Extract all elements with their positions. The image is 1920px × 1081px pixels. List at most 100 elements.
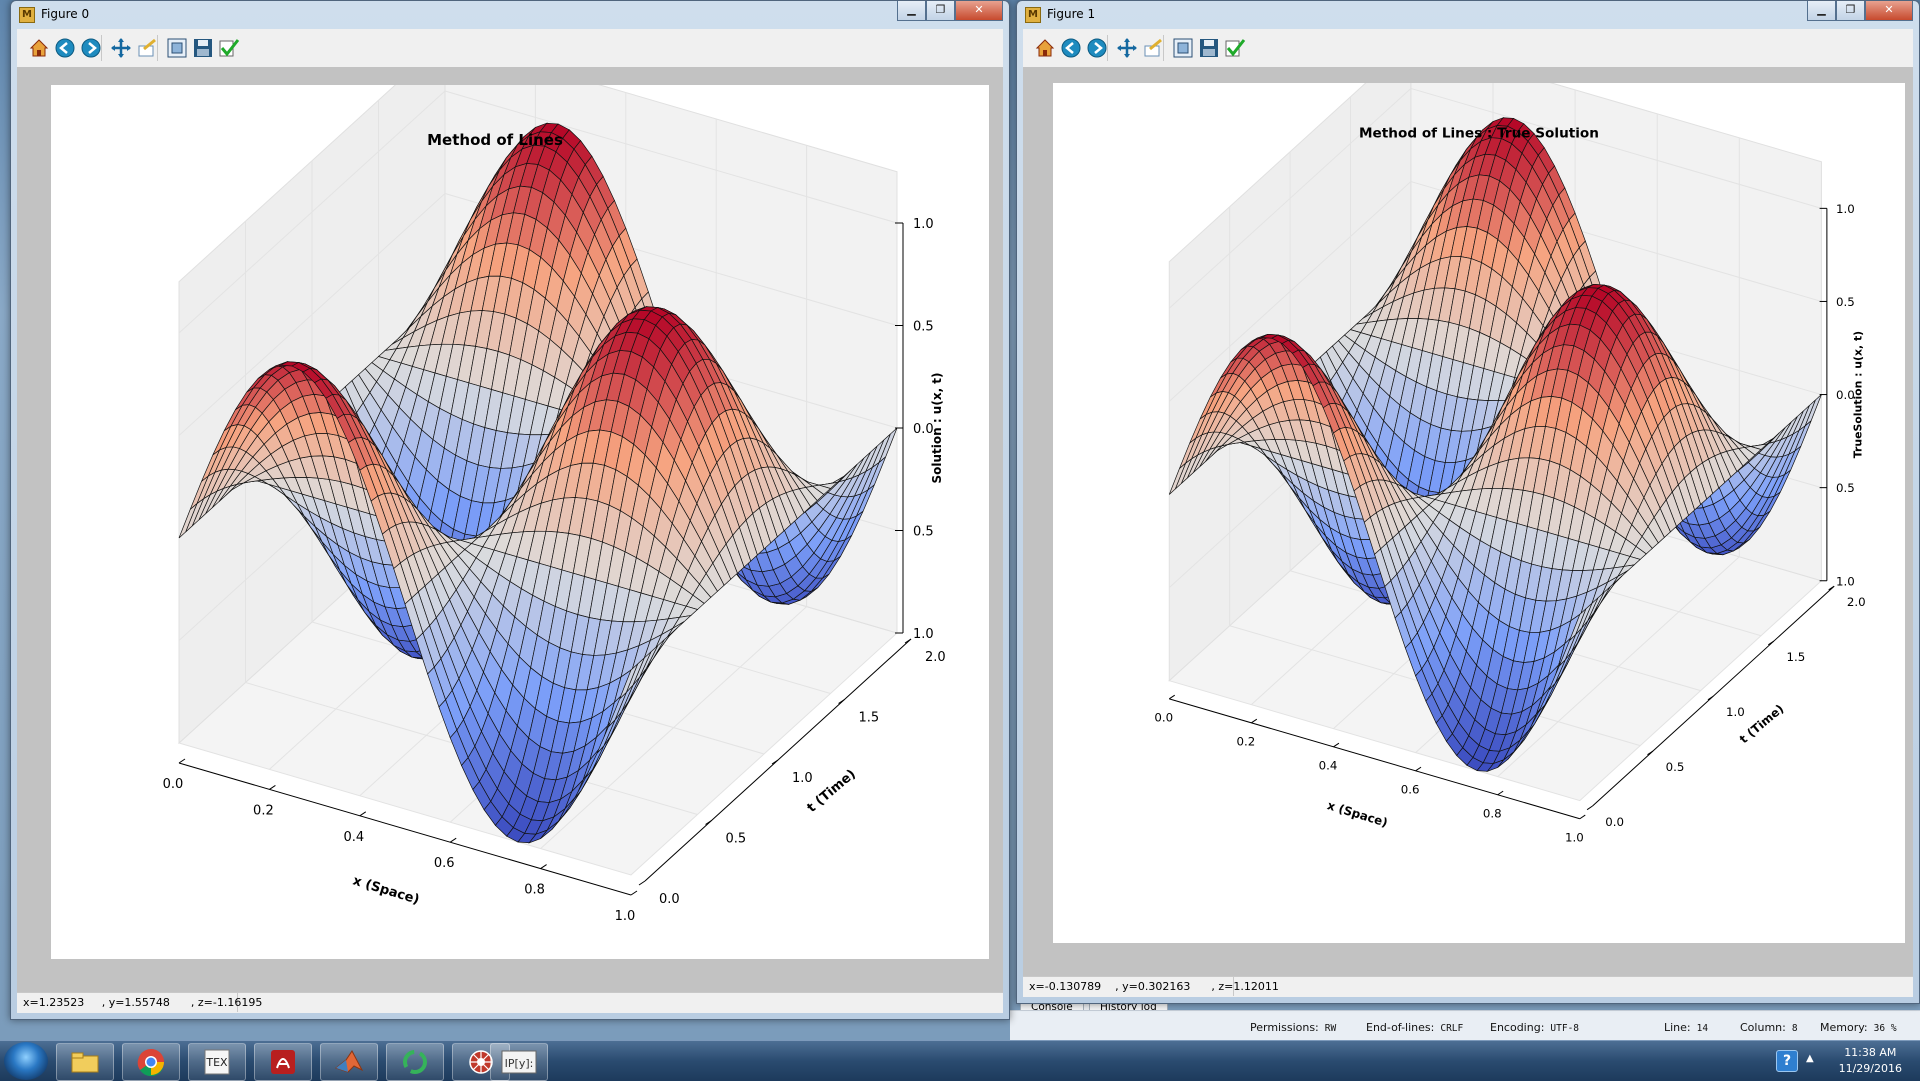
- t-tick-label: 1.0: [1726, 705, 1745, 719]
- z-tick-label: 0.0: [913, 422, 934, 437]
- pan-icon[interactable]: [1115, 36, 1139, 60]
- surface-plot[interactable]: 0.0 0.2 0.4 0.6 0.8 1.0 0.0 0.5 1.0 1.5 2.0 1.0 0.5 0…: [51, 38, 989, 959]
- x-tick-label: 1.0: [615, 909, 636, 924]
- texmaker-icon[interactable]: TEX: [188, 1043, 246, 1081]
- x-tick-label: 0.8: [524, 883, 545, 898]
- status-encoding: Encoding: UTF-8: [1490, 1021, 1580, 1034]
- z-tick-label: 0.5: [1836, 295, 1855, 309]
- t-tick-label: 1.0: [792, 771, 813, 786]
- surface-facet: [619, 663, 638, 700]
- help-icon[interactable]: ?: [1776, 1050, 1798, 1072]
- surface-mesh: [178, 122, 898, 844]
- plot-title: Method of Lines: [427, 131, 563, 149]
- zoom-icon[interactable]: [1141, 36, 1165, 60]
- subplots-icon[interactable]: [165, 36, 189, 60]
- maximize-button[interactable]: ❐: [926, 1, 955, 21]
- navigation-toolbar: [1023, 29, 1913, 68]
- system-tray: ? ▲ 11:38 AM 11/29/2016: [1770, 1041, 1920, 1081]
- window-title: Figure 0: [41, 7, 90, 21]
- z-tick-label: 0.5: [913, 320, 934, 335]
- status-line: Line: 14: [1664, 1021, 1709, 1034]
- x-tick-label: 0.0: [1154, 711, 1173, 725]
- forward-icon[interactable]: [1085, 36, 1109, 60]
- cursor-coordinates: x=-0.130789 , y=0.302163 , z=1.12011: [1029, 980, 1279, 993]
- minimize-button[interactable]: ▁: [1807, 1, 1836, 21]
- x-tick-label: 1.0: [1565, 830, 1584, 844]
- matlab-icon[interactable]: [320, 1043, 378, 1081]
- forward-icon[interactable]: [79, 36, 103, 60]
- figure-window-0: M Figure 0 ▁ ❐ ✕ 0.0 0.2 0.4 0.6 0.8 1.0 0.0 0.…: [10, 0, 1010, 1020]
- sync-icon[interactable]: [386, 1043, 444, 1081]
- home-icon[interactable]: [1033, 36, 1057, 60]
- z-axis-label: Solution : u(x, t): [930, 372, 944, 483]
- t-tick-label: 0.0: [659, 892, 680, 907]
- x-tick-label: 0.0: [163, 777, 184, 792]
- tray-expand-icon[interactable]: ▲: [1806, 1053, 1814, 1064]
- maximize-button[interactable]: ❐: [1836, 1, 1865, 21]
- start-orb[interactable]: [4, 1042, 48, 1080]
- file-explorer-icon[interactable]: [56, 1043, 114, 1081]
- subplots-icon[interactable]: [1171, 36, 1195, 60]
- figure-statusbar: x=1.23523 , y=1.55748 , z=-1.16195: [17, 992, 1003, 1013]
- ipython-icon[interactable]: IP[y]:: [490, 1043, 548, 1081]
- save-icon[interactable]: [191, 36, 215, 60]
- pan-icon[interactable]: [109, 36, 133, 60]
- save-icon[interactable]: [1197, 36, 1221, 60]
- figure-content: 0.0 0.2 0.4 0.6 0.8 1.0 0.0 0.5 1.0 1.5 2.0 1.0 0.5 0…: [17, 29, 1003, 1013]
- check-icon[interactable]: [217, 36, 241, 60]
- matplotlib-icon: M: [1025, 7, 1041, 23]
- x-tick-label: 0.2: [1237, 735, 1256, 749]
- window-titlebar[interactable]: M Figure 1 ▁ ❐ ✕: [1017, 1, 1919, 27]
- clock-time: 11:38 AM: [1844, 1046, 1897, 1059]
- x-tick-label: 0.6: [1401, 782, 1420, 796]
- minimize-button[interactable]: ▁: [897, 1, 926, 21]
- home-icon[interactable]: [27, 36, 51, 60]
- window-title: Figure 1: [1047, 7, 1096, 21]
- clock-date: 11/29/2016: [1838, 1062, 1902, 1075]
- status-memory: Memory: 36 %: [1820, 1021, 1897, 1034]
- t-tick-label: 2.0: [925, 650, 946, 665]
- z-tick-label: 0.0: [1836, 388, 1855, 402]
- back-icon[interactable]: [53, 36, 77, 60]
- t-tick-label: 0.5: [726, 832, 747, 847]
- surface-plot[interactable]: 0.0 0.2 0.4 0.6 0.8 1.0 0.0 0.5 1.0 1.5 2.0 1.0 0.5 0…: [1053, 40, 1905, 943]
- close-button[interactable]: ✕: [1865, 1, 1913, 21]
- acrobat-icon[interactable]: [254, 1043, 312, 1081]
- taskbar: TEX IP[y]: ? ▲ 11:38 AM 11/29/2016: [0, 1040, 1920, 1081]
- tick-labels: 0.0 0.2 0.4 0.6 0.8 1.0 0.0 0.5 1.0 1.5 2.0 1.0 0.5 0…: [163, 217, 946, 924]
- figure-canvas[interactable]: 0.0 0.2 0.4 0.6 0.8 1.0 0.0 0.5 1.0 1.5 2.0 1.0 0.5 0…: [1023, 40, 1913, 977]
- x-axis-label: x (Space): [351, 873, 421, 907]
- t-tick-label: 2.0: [1847, 595, 1866, 609]
- axes-area[interactable]: 0.0 0.2 0.4 0.6 0.8 1.0 0.0 0.5 1.0 1.5 2.0 1.0 0.5 0…: [1053, 40, 1905, 943]
- surface-mesh: [1168, 116, 1822, 773]
- t-axis-label: t (Time): [805, 767, 859, 816]
- z-axis-label: TrueSolution : u(x, t): [1851, 331, 1864, 458]
- axes-area[interactable]: 0.0 0.2 0.4 0.6 0.8 1.0 0.0 0.5 1.0 1.5 2.0 1.0 0.5 0…: [51, 38, 989, 959]
- clock[interactable]: 11:38 AM 11/29/2016: [1839, 1045, 1902, 1077]
- figure-statusbar: x=-0.130789 , y=0.302163 , z=1.12011: [1023, 976, 1913, 997]
- chrome-icon[interactable]: [122, 1043, 180, 1081]
- figure-canvas[interactable]: 0.0 0.2 0.4 0.6 0.8 1.0 0.0 0.5 1.0 1.5 2.0 1.0 0.5 0…: [17, 38, 1003, 993]
- plot-title: Method of Lines : True Solution: [1359, 125, 1599, 141]
- back-icon[interactable]: [1059, 36, 1083, 60]
- check-icon[interactable]: [1223, 36, 1247, 60]
- z-tick-label: 1.0: [913, 627, 934, 642]
- close-button[interactable]: ✕: [955, 1, 1003, 21]
- figure-content: 0.0 0.2 0.4 0.6 0.8 1.0 0.0 0.5 1.0 1.5 2.0 1.0 0.5 0…: [1023, 29, 1913, 997]
- x-tick-label: 0.6: [434, 856, 455, 871]
- z-tick-label: 0.5: [1836, 481, 1855, 495]
- toolbar-separator: [1163, 35, 1164, 61]
- cursor-coordinates: x=1.23523 , y=1.55748 , z=-1.16195: [23, 996, 263, 1009]
- toolbar-separator: [101, 35, 102, 61]
- matplotlib-icon: M: [19, 7, 35, 23]
- spyder-icon[interactable]: [452, 1043, 510, 1081]
- t-tick-label: 1.5: [1786, 650, 1805, 664]
- x-tick-label: 0.8: [1483, 806, 1502, 820]
- t-tick-label: 0.5: [1666, 760, 1685, 774]
- x-tick-label: 0.2: [253, 803, 274, 818]
- svg-text:TEX: TEX: [205, 1056, 228, 1069]
- svg-text:IP[y]:: IP[y]:: [505, 1057, 534, 1070]
- zoom-icon[interactable]: [135, 36, 159, 60]
- window-titlebar[interactable]: M Figure 0 ▁ ❐ ✕: [11, 1, 1009, 27]
- status-permissions: Permissions: RW: [1250, 1021, 1337, 1034]
